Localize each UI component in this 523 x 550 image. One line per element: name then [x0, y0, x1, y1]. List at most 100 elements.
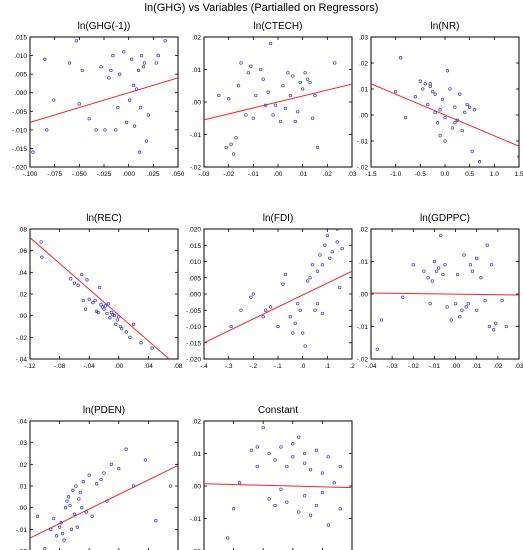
data-point [106, 302, 111, 306]
data-point [435, 121, 440, 125]
data-point [103, 304, 108, 308]
data-point [129, 57, 134, 61]
y-tick-label: .00 [18, 505, 27, 512]
fit-line [30, 77, 178, 123]
data-point [65, 499, 69, 503]
data-point [229, 324, 233, 329]
data-point [261, 425, 265, 430]
data-point [273, 458, 277, 462]
y-tick-label: -.01 [190, 132, 202, 139]
chart-title: ln(GDPPC) [420, 213, 470, 224]
y-tick-label: .01 [192, 67, 201, 74]
data-point [285, 464, 289, 469]
y-tick-label: .00 [192, 484, 201, 491]
data-point [302, 494, 307, 498]
data-point [308, 513, 313, 517]
data-point [273, 103, 278, 107]
data-point [84, 510, 88, 514]
x-tick-label: .050 [172, 171, 185, 178]
data-point [338, 507, 342, 511]
data-point [39, 240, 43, 244]
x-tick-label: .00 [451, 363, 460, 370]
data-point [440, 97, 445, 102]
y-tick-label: .01 [359, 87, 368, 94]
data-point [168, 484, 173, 488]
data-point [305, 279, 310, 283]
data-point [144, 139, 149, 143]
y-tick-label: -.02 [190, 549, 202, 550]
data-point [477, 160, 482, 164]
data-point [328, 256, 332, 260]
data-point [112, 314, 117, 318]
chart-title: ln(PDEN) [83, 405, 125, 416]
data-point [102, 471, 106, 475]
x-tick-label: -.100 [23, 171, 38, 178]
data-point [35, 514, 40, 518]
data-point [291, 331, 295, 335]
data-point [398, 56, 403, 60]
data-point [320, 311, 325, 316]
x-tick-label: -.025 [97, 171, 112, 178]
y-tick-label: .01 [192, 451, 201, 458]
data-point [103, 128, 107, 132]
y-tick-label: .00 [359, 113, 368, 120]
data-point [96, 310, 100, 315]
x-tick-label: 1.5 [514, 171, 523, 178]
data-point [297, 435, 301, 439]
data-point [485, 243, 489, 247]
x-tick-label: .02 [323, 171, 332, 178]
y-tick-label: .08 [18, 227, 27, 234]
x-tick-label: -1.5 [365, 171, 377, 178]
data-point [231, 152, 236, 156]
data-point [458, 315, 462, 319]
data-point [298, 80, 302, 85]
x-tick-label: -.08 [54, 363, 66, 370]
data-point [426, 276, 430, 280]
data-point [81, 298, 85, 303]
data-point [302, 451, 307, 456]
data-point [315, 302, 320, 306]
y-tick-label: .00 [18, 313, 27, 320]
fit-line [371, 83, 519, 147]
data-point [54, 534, 59, 538]
fit-line [204, 270, 352, 344]
data-point [340, 246, 344, 251]
data-point [75, 525, 80, 529]
chart-title: ln(NR) [431, 21, 460, 32]
data-point [131, 484, 136, 488]
data-point [251, 292, 255, 296]
data-point [102, 307, 106, 311]
x-tick-label: -.03 [198, 171, 210, 178]
chart-title: ln(CTECH) [254, 21, 303, 32]
x-tick-label: -1.0 [390, 171, 402, 178]
x-tick-label: -.02 [223, 171, 235, 178]
data-point [326, 455, 330, 459]
data-point [31, 150, 35, 154]
data-point [74, 39, 79, 43]
data-point [285, 500, 289, 504]
data-point [466, 302, 470, 306]
data-point [255, 464, 259, 469]
x-tick-label: -.2 [250, 363, 258, 370]
data-point [475, 256, 479, 260]
data-point [431, 89, 435, 94]
data-point [49, 527, 53, 531]
data-point [118, 324, 122, 329]
x-tick-label: -.01 [248, 171, 260, 178]
fit-line [204, 83, 352, 121]
data-point [279, 445, 283, 449]
data-point [491, 328, 496, 332]
data-point [76, 283, 80, 287]
data-point [468, 263, 473, 267]
data-point [74, 484, 78, 488]
data-point [94, 128, 98, 132]
data-point [43, 547, 47, 550]
data-point [423, 82, 427, 86]
data-point [118, 72, 122, 76]
data-point [445, 305, 449, 309]
data-point [264, 308, 268, 312]
data-point [87, 297, 91, 302]
data-point [500, 298, 504, 303]
